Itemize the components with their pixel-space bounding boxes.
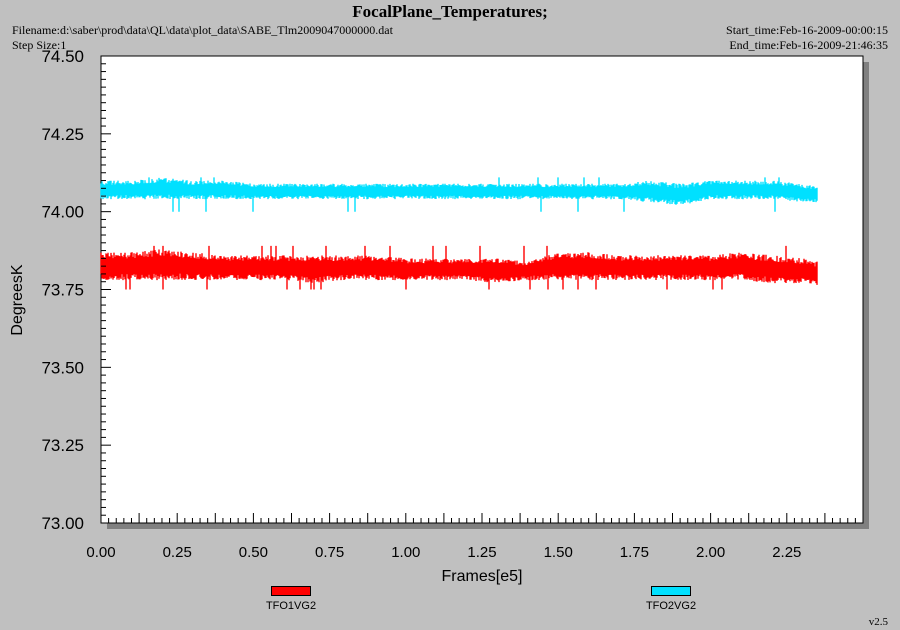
- version-label: v2.5: [868, 616, 888, 628]
- x-tick-label: 0.00: [86, 544, 115, 561]
- x-tick-label: 0.25: [163, 544, 192, 561]
- x-tick-label: 1.25: [467, 544, 496, 561]
- label-layer: 0.00 0.25 0.50 0.75 1.00 1.25 1.50 1.75 2.00 2.25…: [41, 47, 801, 561]
- x-tick-label: 0.75: [315, 544, 344, 561]
- x-tick-label: 1.75: [620, 544, 649, 561]
- y-tick-label: 74.50: [41, 47, 84, 66]
- x-tick-label: 0.50: [239, 544, 268, 561]
- y-tick-label: 74.25: [41, 125, 84, 144]
- start-time-label: Start_time:Feb-16-2009-00:00:15: [726, 23, 888, 37]
- x-tick-label: 1.00: [391, 544, 420, 561]
- series-layer: [100, 177, 818, 290]
- series-tfo2vg2: [100, 177, 818, 212]
- plot-area: [100, 55, 864, 524]
- y-axis-title: DegreesK: [9, 264, 26, 335]
- filename-label: Filename:d:\saber\prod\data\QL\data\plot…: [12, 23, 393, 37]
- y-tick-label: 73.00: [41, 514, 84, 533]
- y-tick-label: 74.00: [41, 203, 84, 222]
- y-tick-label: 73.25: [41, 436, 84, 455]
- step-size-label: Step Size:1: [12, 38, 67, 52]
- series-tfo1vg2: [100, 245, 818, 290]
- x-tick-label: 2.00: [696, 544, 725, 561]
- tick-layer: [100, 55, 864, 524]
- y-tick-label: 73.50: [41, 358, 84, 377]
- x-tick-label: 1.50: [544, 544, 573, 561]
- x-axis-title: Frames[e5]: [442, 568, 523, 585]
- end-time-label: End_time:Feb-16-2009-21:46:35: [729, 38, 888, 52]
- y-tick-label: 73.75: [41, 281, 84, 300]
- chart-title: FocalPlane_Temperatures;: [352, 2, 548, 21]
- x-tick-label: 2.25: [772, 544, 801, 561]
